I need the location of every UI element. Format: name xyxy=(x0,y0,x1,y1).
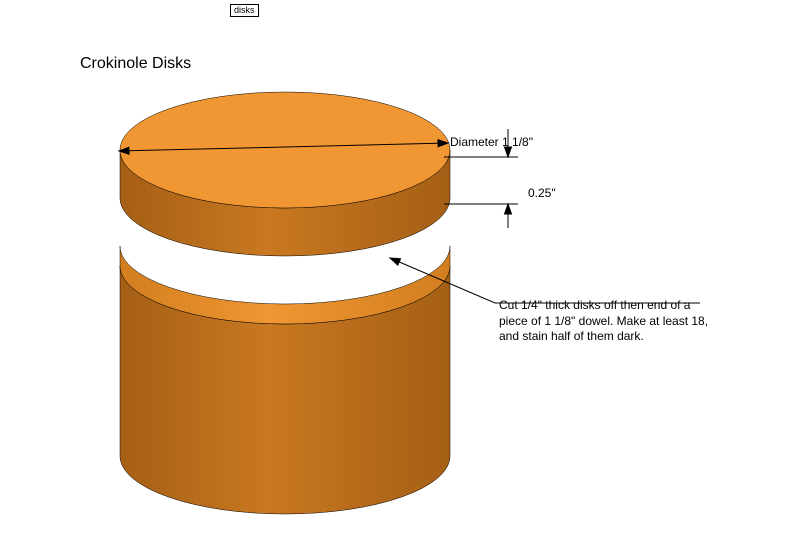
instruction-note: Cut 1/4" thick disks off then end of a p… xyxy=(499,298,709,345)
thickness-label: 0.25" xyxy=(528,186,556,200)
diagram-canvas xyxy=(0,0,798,539)
diameter-label: Diameter 1 1/8" xyxy=(450,135,533,149)
